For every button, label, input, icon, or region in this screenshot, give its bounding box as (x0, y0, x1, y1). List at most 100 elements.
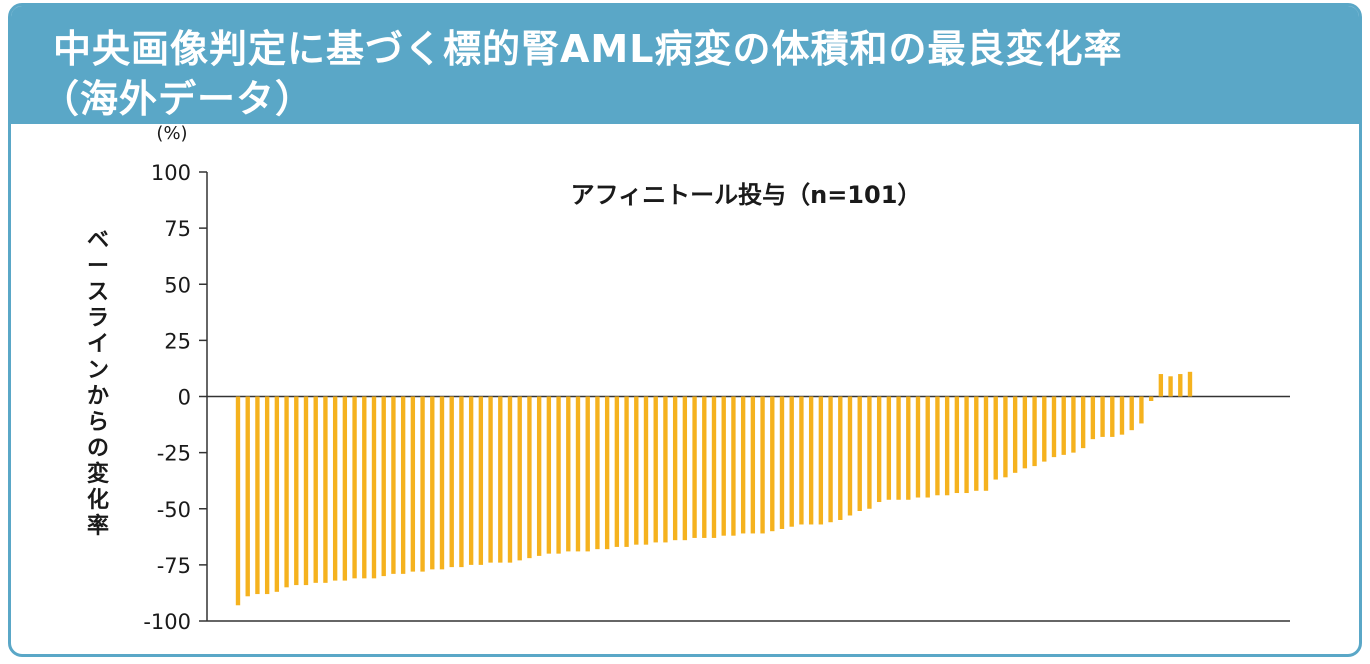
bar (1042, 396, 1047, 462)
y-axis-unit: (%) (156, 123, 187, 144)
bar (915, 396, 921, 498)
bar (566, 396, 571, 552)
y-tick-label: 100 (151, 161, 191, 185)
bar (585, 396, 590, 552)
bar (459, 396, 464, 568)
chart-frame: 中央画像判定に基づく標的腎AML病変の体積和の最良変化率 （海外データ） (8, 3, 1362, 657)
bar (294, 396, 299, 586)
bar (818, 396, 824, 525)
bar (303, 396, 309, 586)
bar (556, 396, 561, 554)
bar (692, 396, 697, 538)
bar (740, 396, 746, 534)
bar (507, 396, 513, 563)
bar (342, 396, 348, 581)
bar (711, 396, 717, 538)
bar (663, 396, 668, 543)
bar (410, 396, 416, 572)
bar (468, 396, 474, 565)
bar (430, 396, 435, 570)
bar (731, 396, 736, 536)
bar (779, 396, 785, 529)
title-banner: 中央画像判定に基づく標的腎AML病変の体積和の最良変化率 （海外データ） (11, 6, 1359, 124)
bar (838, 396, 843, 520)
bar (886, 396, 892, 500)
bar (498, 396, 503, 563)
bar (313, 396, 318, 583)
bar (1022, 396, 1028, 469)
bar (527, 396, 532, 559)
bar (760, 396, 765, 534)
bar (1110, 396, 1115, 437)
bar (1080, 396, 1086, 449)
bar (371, 396, 377, 579)
y-tick-label: -100 (143, 610, 191, 634)
bar (799, 396, 804, 525)
bar (906, 396, 911, 500)
bar (954, 396, 960, 494)
bar (323, 396, 328, 583)
bar (352, 396, 357, 579)
bar (750, 396, 756, 534)
y-tick-label: 50 (164, 273, 191, 297)
bar (1178, 374, 1183, 397)
bar (614, 396, 620, 547)
bar (847, 396, 853, 516)
bar (1061, 396, 1066, 455)
page-title: 中央画像判定に基づく標的腎AML病変の体積和の最良変化率 (53, 27, 1123, 71)
bar (245, 396, 250, 597)
bar (876, 396, 882, 503)
bar (1071, 396, 1076, 453)
bar (925, 396, 930, 498)
y-tick-label: 25 (164, 329, 191, 353)
bar (770, 396, 775, 532)
bar (517, 396, 522, 561)
bar (604, 396, 610, 550)
bar (789, 396, 794, 527)
bar (672, 396, 678, 541)
bar (488, 396, 493, 563)
bar (235, 396, 241, 606)
bar (255, 396, 260, 595)
bar (1139, 396, 1144, 424)
bar (284, 396, 289, 588)
bar (634, 396, 639, 545)
y-tick-label: -25 (157, 442, 191, 466)
bar (1119, 396, 1125, 435)
bar (536, 396, 542, 556)
bar (1158, 374, 1164, 397)
bar (1129, 396, 1134, 431)
bar (274, 396, 280, 592)
bar (1148, 396, 1154, 401)
bar (546, 396, 552, 554)
y-tick-label: 75 (164, 217, 191, 241)
bar (983, 396, 989, 491)
bar (682, 396, 688, 541)
bar (391, 396, 396, 574)
bar (1032, 396, 1037, 467)
bar (1090, 396, 1096, 440)
chart-title: アフィニトール投与（n=101） (571, 181, 922, 209)
bar (1012, 396, 1018, 473)
bar (964, 396, 969, 494)
bar (867, 396, 872, 509)
bar (332, 396, 338, 581)
bar (702, 396, 707, 538)
y-tick-label: 0 (178, 386, 191, 410)
bar (974, 396, 979, 491)
bar (721, 396, 726, 536)
y-axis-label: ベースラインからの変化率 (86, 228, 109, 539)
bar (808, 396, 814, 525)
bar (595, 396, 600, 550)
bar (944, 396, 950, 496)
bar (400, 396, 406, 574)
bar (449, 396, 454, 568)
bar (857, 396, 862, 511)
bar (1051, 396, 1057, 458)
bar (828, 396, 833, 523)
bar (478, 396, 484, 565)
bar (1187, 371, 1193, 397)
bar (264, 396, 270, 595)
bar (362, 396, 367, 579)
